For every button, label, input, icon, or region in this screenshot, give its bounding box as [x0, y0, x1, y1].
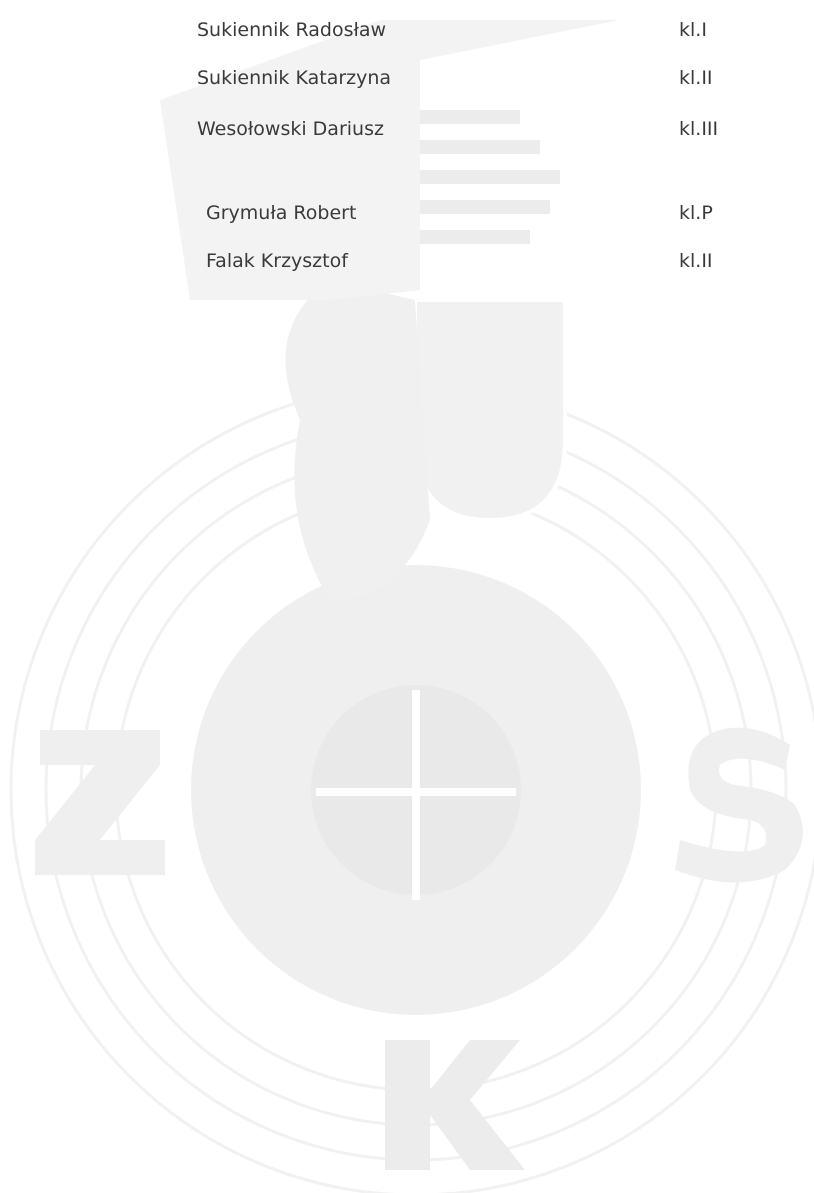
member-name: Grymuła Robert	[206, 201, 356, 225]
member-class: kl.P	[679, 201, 713, 225]
member-class: kl.I	[679, 18, 707, 42]
member-name: Wesołowski Dariusz	[197, 117, 384, 141]
page: Sukiennik Radosław kl.I Sukiennik Katarzyn…	[0, 0, 814, 1193]
member-class: kl.II	[679, 66, 713, 90]
watermark-logo	[0, 0, 814, 1193]
member-name: Sukiennik Radosław	[197, 18, 386, 42]
member-class: kl.II	[679, 249, 713, 273]
member-name: Falak Krzysztof	[206, 249, 348, 273]
member-name: Sukiennik Katarzyna	[197, 66, 391, 90]
member-class: kl.III	[679, 117, 718, 141]
